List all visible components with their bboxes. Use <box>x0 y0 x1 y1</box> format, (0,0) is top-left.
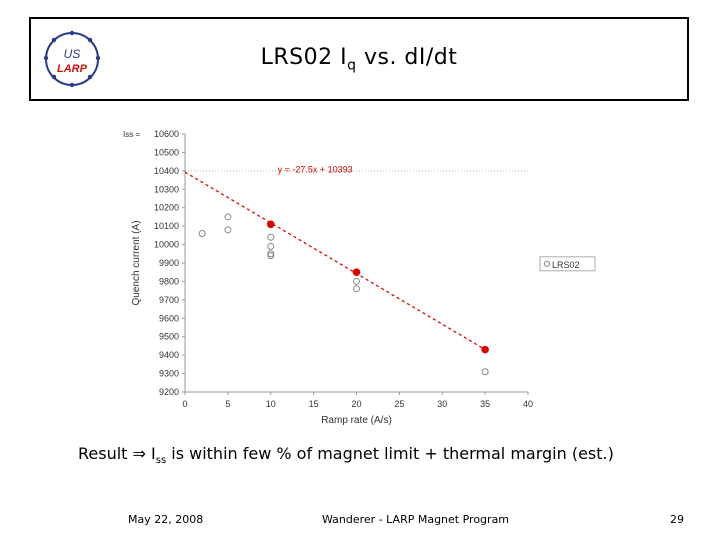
fit-line <box>184 171 486 351</box>
y-tick-label: 10200 <box>154 203 179 213</box>
footer-date: May 22, 2008 <box>128 513 204 526</box>
svg-text:US: US <box>64 47 81 61</box>
lrs02-data-point <box>353 285 360 293</box>
title-rest: vs. dI/dt <box>356 45 458 70</box>
max-current-point <box>352 268 361 277</box>
y-tick-label: 9600 <box>159 313 179 323</box>
footer-center-text: Wanderer - LARP Magnet Program <box>322 513 510 526</box>
svg-text:LARP: LARP <box>57 63 88 75</box>
y-tick-label: 10100 <box>154 221 179 231</box>
legend-box <box>539 256 596 272</box>
legend-label: LRS02 <box>552 260 580 270</box>
label-layer: Iss = Ramp rate (A/s) Quench current (A) y … <box>123 130 596 426</box>
x-axis-title: Ramp rate (A/s) <box>321 415 392 426</box>
y-tick-label: 10000 <box>154 240 179 250</box>
fit-layer <box>184 171 486 351</box>
x-tick-label: 25 <box>394 399 404 409</box>
x-tick-label: 30 <box>437 399 447 409</box>
result-text: is within few % of magnet limit + therma… <box>166 444 614 463</box>
y-tick-label: 10500 <box>154 147 179 157</box>
y-tick-label: 9400 <box>159 350 179 360</box>
y-tick-label: 9700 <box>159 295 179 305</box>
max-current-point <box>481 345 489 354</box>
lrs02-data-point <box>267 250 275 258</box>
x-tick-label: 0 <box>182 399 187 409</box>
iss-label: Iss = <box>123 130 140 139</box>
axis-layer: 9200930094009500960097009800990010000101… <box>154 129 533 409</box>
lrs02-data-point <box>353 277 360 285</box>
result-variable-subscript: ss <box>155 455 167 467</box>
lrs02-data-point <box>267 233 275 241</box>
lrs02-data-point <box>198 230 206 238</box>
y-tick-label: 9200 <box>159 387 179 397</box>
point-layer <box>198 213 489 376</box>
x-tick-label: 20 <box>351 399 361 409</box>
title-box: US LARP LRS02 Iq vs. dI/dt <box>29 17 689 101</box>
lrs02-data-point <box>267 252 275 260</box>
page-number: 29 <box>670 513 684 526</box>
result-statement: Result ⇒ Iss is within few % of magnet l… <box>78 444 614 466</box>
y-axis-title: Quench current (A) <box>131 220 142 305</box>
x-tick-label: 40 <box>523 399 533 409</box>
fit-equation-label: y = -27.5x + 10393 <box>278 165 353 175</box>
lrs02-data-point <box>224 213 232 221</box>
y-tick-label: 9800 <box>159 276 179 286</box>
lrs02-data-point <box>224 226 232 234</box>
slide-title: LRS02 Iq vs. dI/dt <box>31 45 687 73</box>
y-tick-label: 9900 <box>159 258 179 268</box>
max-current-point <box>266 220 275 229</box>
chart-svg: 9200930094009500960097009800990010000101… <box>123 129 596 426</box>
y-tick-label: 9300 <box>159 369 179 379</box>
x-tick-label: 10 <box>266 399 276 409</box>
us-larp-logo: US LARP <box>43 30 101 88</box>
title-subscript: q <box>347 57 357 74</box>
lrs02-data-point <box>267 242 275 250</box>
legend-marker <box>543 260 551 267</box>
chart: 9200 9300 9400 9500 9600 9700 9800 9900 10000 101… <box>120 122 600 432</box>
implies-symbol: ⇒ <box>132 444 146 463</box>
lrs02-data-point <box>481 368 489 376</box>
y-tick-label: 10600 <box>154 129 179 139</box>
result-variable: I <box>151 444 156 463</box>
y-tick-label: 9500 <box>159 332 179 342</box>
title-main: LRS02 I <box>260 45 348 70</box>
x-tick-label: 5 <box>225 399 230 409</box>
x-tick-label: 15 <box>309 399 319 409</box>
result-prefix: Result <box>78 444 128 463</box>
y-tick-label: 10300 <box>154 184 179 194</box>
y-tick-label: 10400 <box>154 166 179 176</box>
x-tick-label: 35 <box>480 399 490 409</box>
